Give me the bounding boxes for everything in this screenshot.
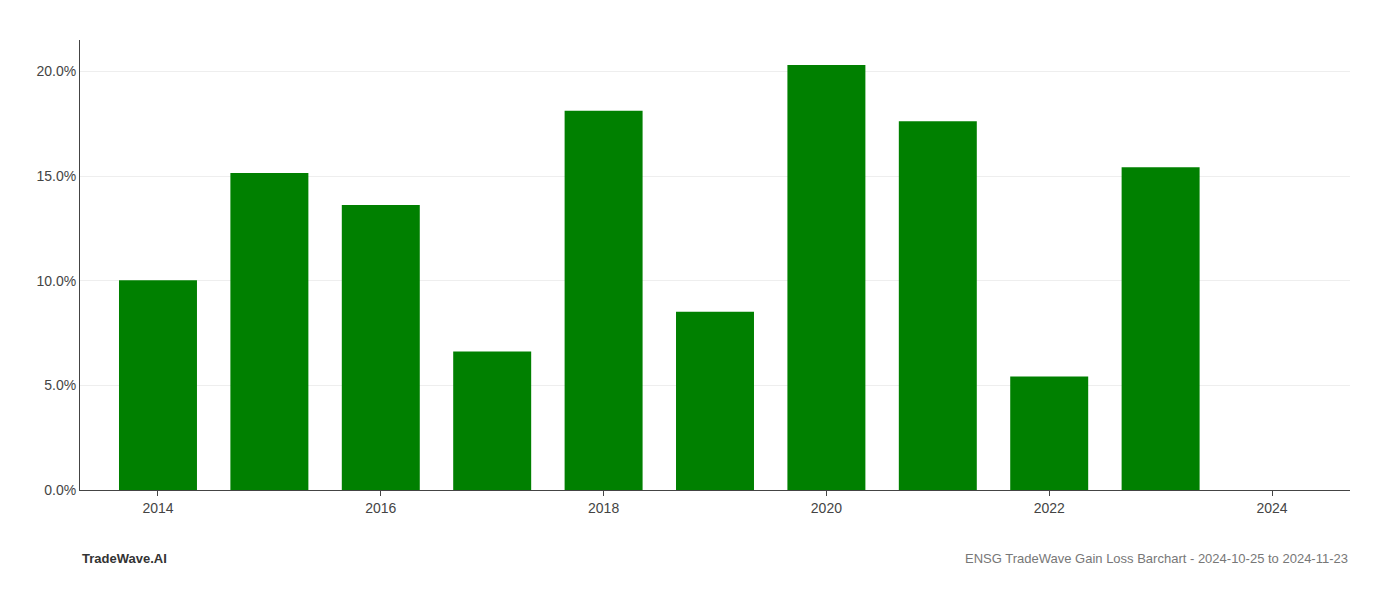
- svg-text:10.0%: 10.0%: [36, 273, 76, 289]
- svg-text:2022: 2022: [1034, 500, 1065, 516]
- svg-text:20.0%: 20.0%: [36, 63, 76, 79]
- svg-text:2024: 2024: [1256, 500, 1287, 516]
- svg-text:2014: 2014: [142, 500, 173, 516]
- svg-text:5.0%: 5.0%: [44, 377, 76, 393]
- svg-text:TradeWave.AI: TradeWave.AI: [82, 551, 167, 566]
- svg-text:0.0%: 0.0%: [44, 482, 76, 498]
- svg-text:2020: 2020: [811, 500, 842, 516]
- svg-text:15.0%: 15.0%: [36, 168, 76, 184]
- svg-text:2018: 2018: [588, 500, 619, 516]
- svg-text:ENSG TradeWave Gain Loss Barch: ENSG TradeWave Gain Loss Barchart - 2024…: [965, 551, 1348, 566]
- svg-text:2016: 2016: [365, 500, 396, 516]
